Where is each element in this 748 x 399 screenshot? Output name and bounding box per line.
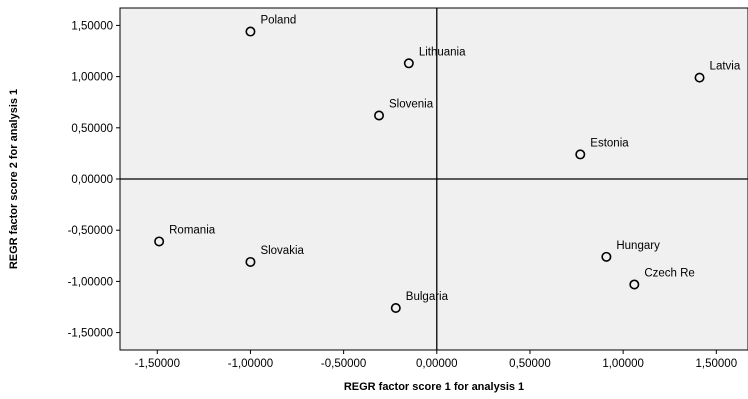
data-point-label: Latvia — [710, 61, 741, 73]
data-point — [245, 256, 256, 267]
y-tick-label: 1,00000 — [71, 72, 113, 84]
data-point-label: Lithuania — [419, 46, 466, 58]
data-point-label: Czech Re — [644, 267, 695, 279]
data-point-label: Hungary — [616, 240, 660, 252]
data-point-label: Slovakia — [260, 245, 304, 257]
data-point-label: Bulgaria — [406, 291, 449, 303]
x-tick-label: 1,50000 — [696, 358, 738, 370]
y-tick-label: -1,00000 — [68, 276, 113, 288]
x-tick-label: 1,00000 — [602, 358, 644, 370]
x-tick-label: 0,50000 — [509, 358, 551, 370]
data-point-label: Romania — [169, 224, 216, 236]
x-axis-title: REGR factor score 1 for analysis 1 — [344, 381, 524, 393]
x-tick-label: -1,00000 — [228, 358, 273, 370]
data-point — [601, 251, 612, 262]
data-point-label: Poland — [260, 15, 296, 27]
x-tick-label: 0,00000 — [416, 358, 458, 370]
data-point — [403, 58, 414, 69]
data-point-label: Estonia — [590, 137, 629, 149]
y-tick-label: 0,50000 — [71, 123, 113, 135]
y-tick-label: -1,50000 — [68, 328, 113, 340]
y-tick-label: 0,00000 — [71, 174, 113, 186]
data-point — [390, 303, 401, 314]
data-point — [575, 149, 586, 160]
y-axis-title: REGR factor score 2 for analysis 1 — [8, 89, 20, 269]
data-point — [374, 110, 385, 121]
data-point — [154, 236, 165, 247]
x-tick-label: -1,50000 — [135, 358, 180, 370]
x-tick-label: -0,50000 — [321, 358, 366, 370]
data-point-label: Slovenia — [389, 99, 434, 111]
data-point — [245, 26, 256, 37]
data-point — [629, 279, 640, 290]
data-point — [694, 72, 705, 83]
y-tick-label: 1,50000 — [71, 20, 113, 32]
y-tick-label: -0,50000 — [68, 225, 113, 237]
